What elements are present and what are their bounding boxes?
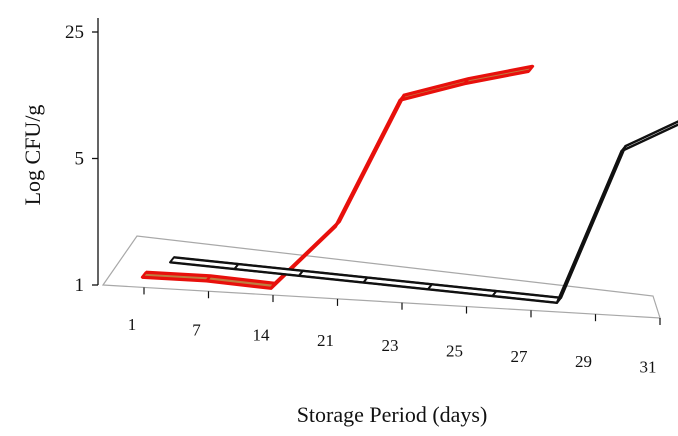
x-tick-label: 23 (382, 336, 399, 355)
y-tick-label: 5 (75, 149, 85, 170)
y-axis-title: Log CFU/g (20, 105, 45, 206)
y-tick-label: 25 (65, 22, 84, 43)
series-line (170, 121, 678, 303)
series-line-back (146, 66, 533, 283)
x-axis-title: Storage Period (days) (297, 402, 488, 427)
x-tick-label: 21 (317, 331, 334, 350)
x-tick-label: 14 (253, 326, 271, 345)
chart-labels: 1 5 25 1 7 14 21 23 25 27 29 31 (65, 22, 657, 376)
series-line (142, 71, 529, 288)
x-tick-label: 29 (575, 352, 592, 371)
x-tick-label: 27 (511, 347, 529, 366)
y-tick-label: 1 (75, 275, 85, 296)
x-tick-label: 25 (446, 342, 463, 361)
x-tick-label: 31 (640, 357, 657, 376)
x-tick-label: 7 (192, 320, 201, 339)
x-tick-label: 1 (128, 315, 137, 334)
